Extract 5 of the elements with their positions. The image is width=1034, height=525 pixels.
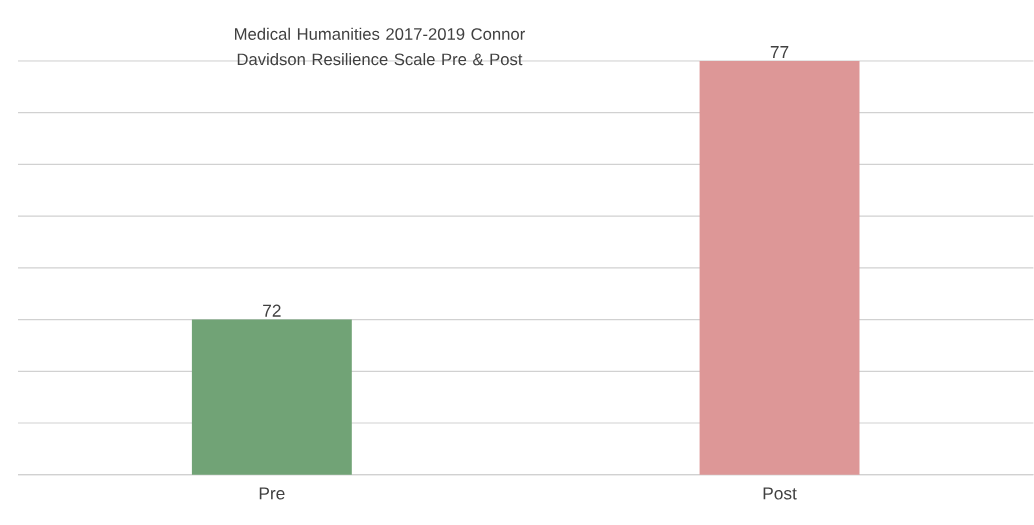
x-tick-label: Post [763, 487, 797, 500]
data-label: 72 [263, 304, 281, 317]
data-label: 77 [770, 46, 789, 59]
chart-title: Medical Humanities 2017-2019 Connor Davidson Resilience Scale Pre & Post [235, 27, 525, 66]
x-tick-label: Pre [259, 487, 285, 500]
